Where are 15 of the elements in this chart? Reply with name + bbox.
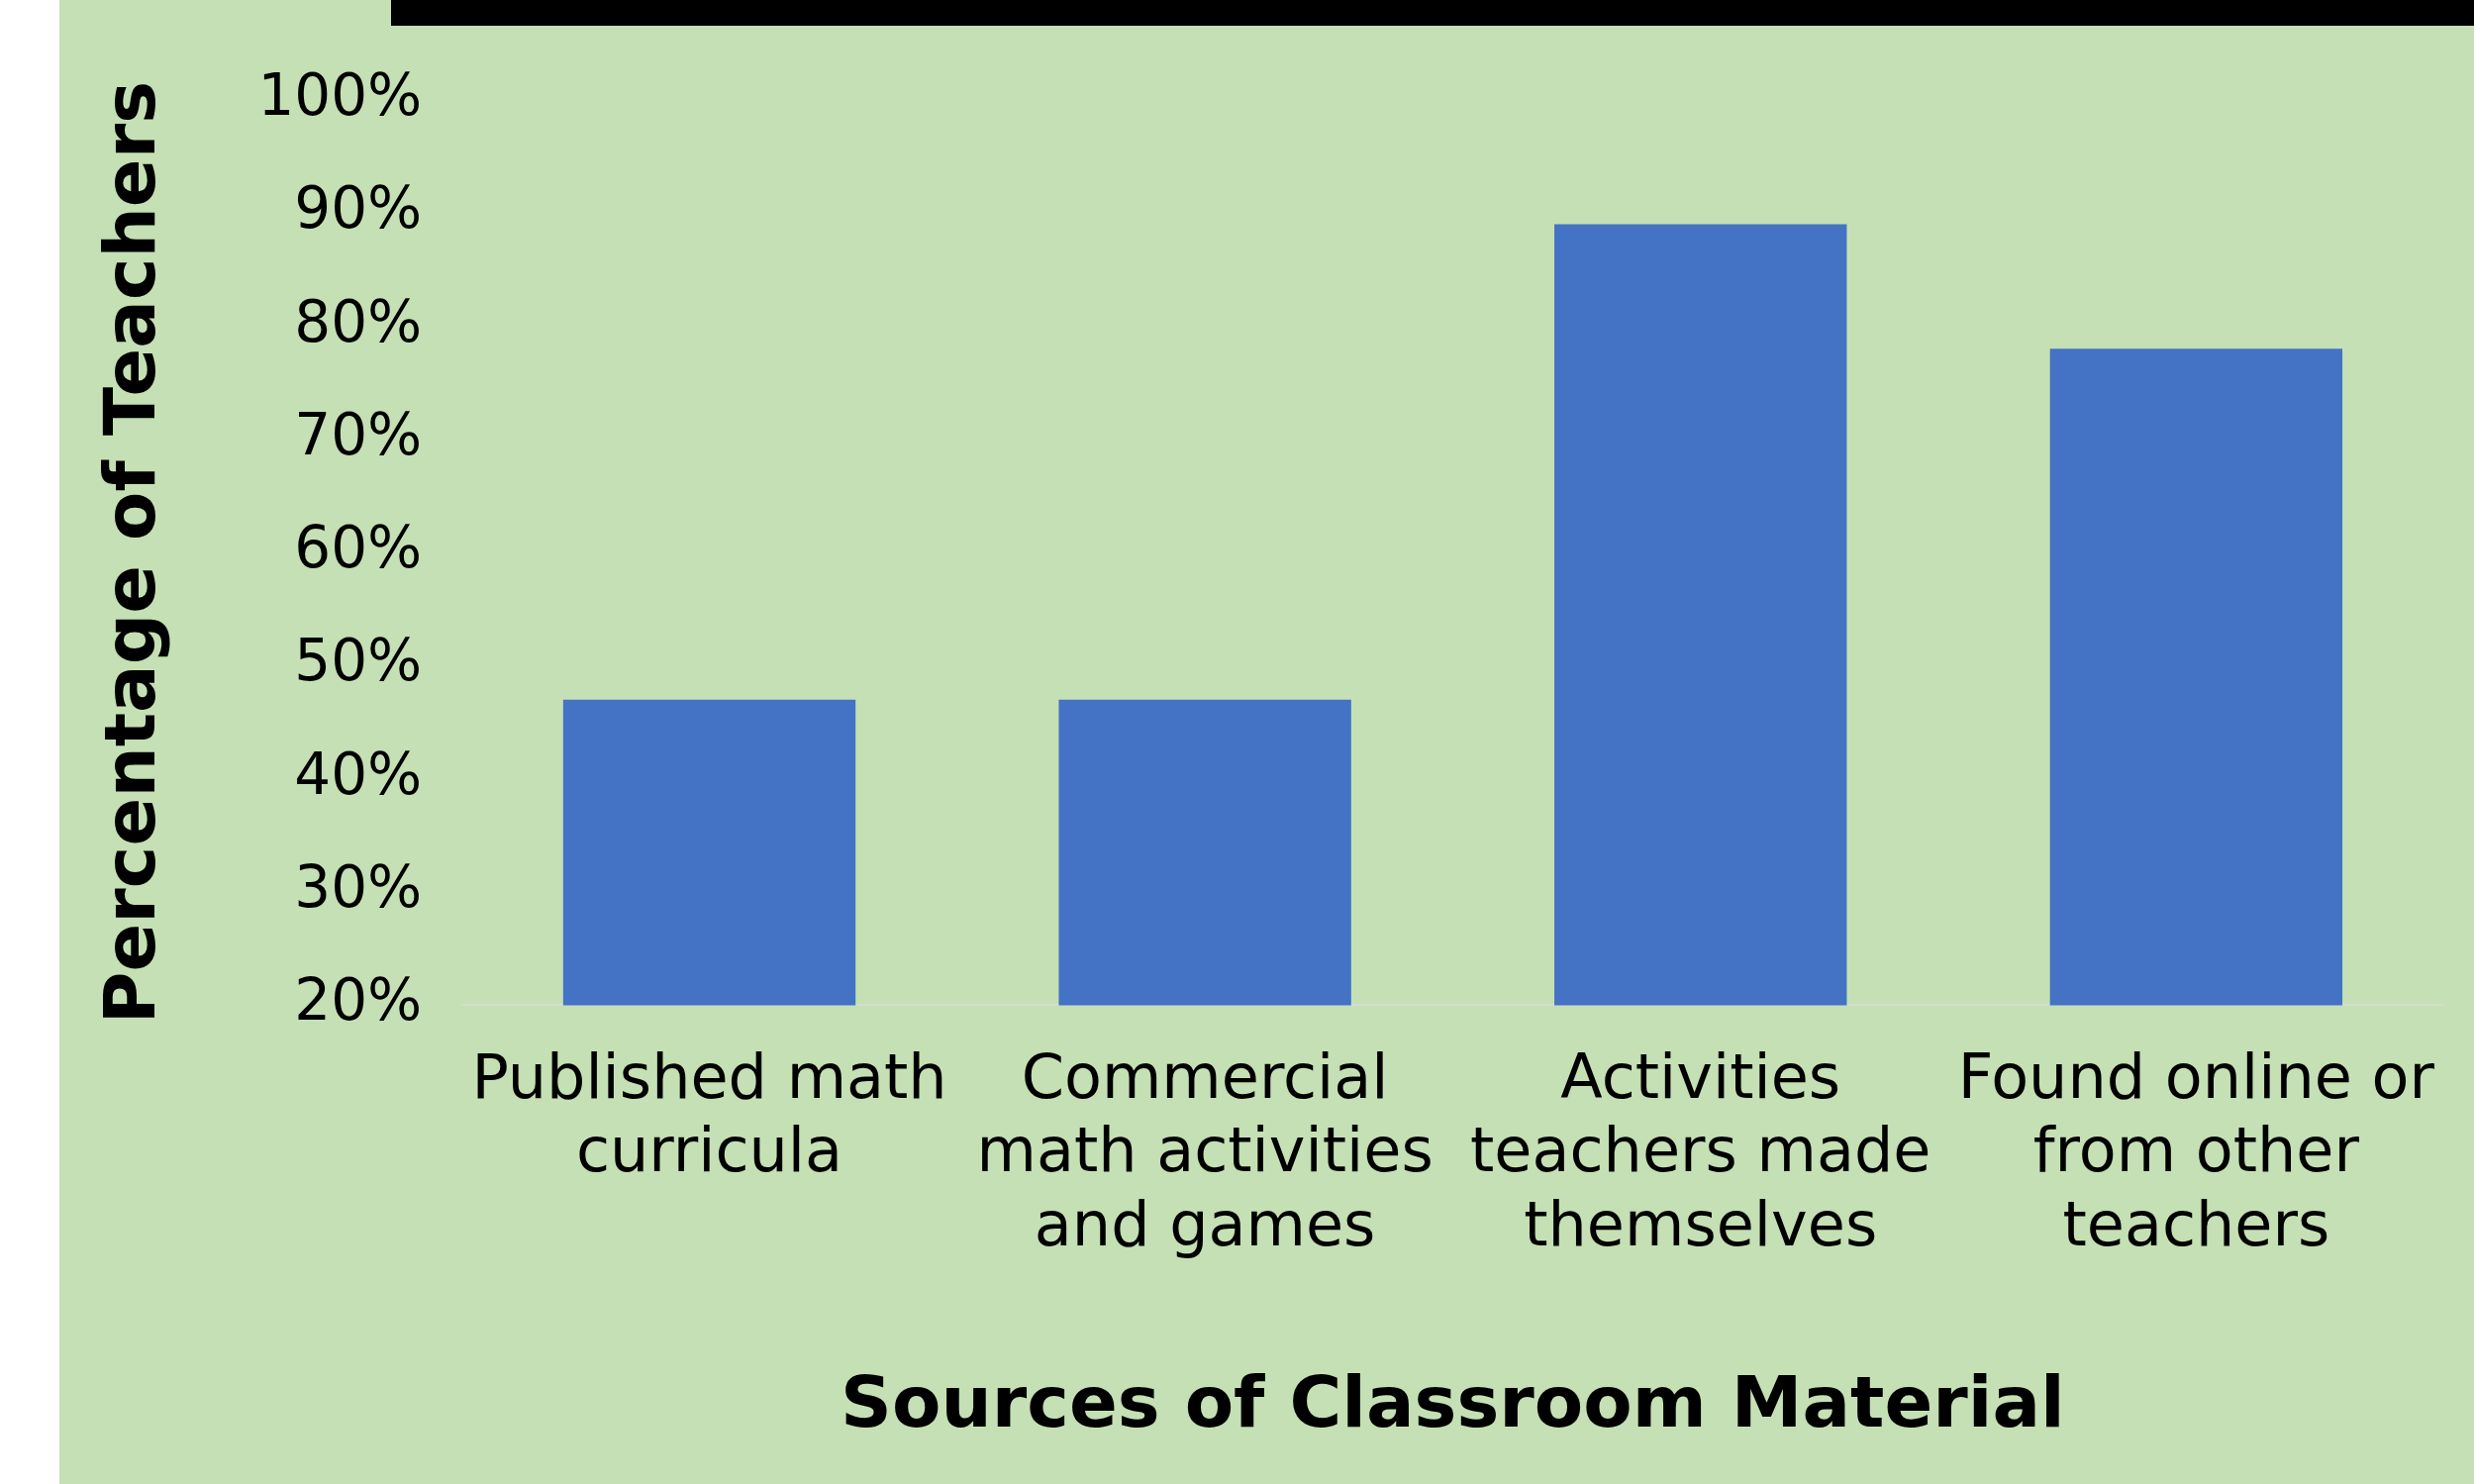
x-tick-label: Published math curricula (471, 1039, 947, 1187)
x-tick-label: Commercial math activities and games (976, 1039, 1434, 1260)
y-tick-label: 40% (294, 740, 423, 808)
x-axis-title: Sources of Classroom Material (841, 1359, 2065, 1443)
y-axis-title: Percentage of Teachers (87, 80, 171, 1025)
y-tick-label: 50% (294, 627, 423, 695)
y-tick-label: 80% (294, 287, 423, 355)
x-tick-label: Found online or from other teachers (1957, 1039, 2435, 1260)
y-tick-label: 100% (257, 60, 423, 129)
y-tick-label: 90% (294, 174, 423, 243)
y-tick-label: 70% (294, 400, 423, 468)
y-tick-label: 20% (294, 966, 423, 1035)
y-tick-label: 60% (294, 514, 423, 582)
x-tick-label: Activities teachers made themselves (1470, 1039, 1931, 1260)
y-tick-label: 30% (294, 853, 423, 922)
